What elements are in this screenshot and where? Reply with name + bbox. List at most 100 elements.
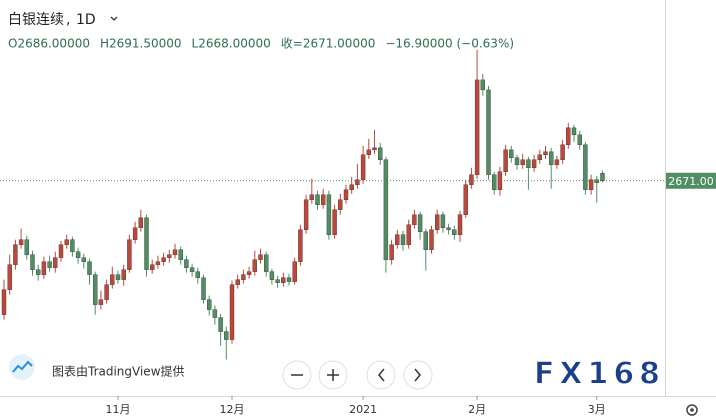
zoom-in-button[interactable] — [318, 360, 348, 390]
candle-body — [549, 151, 554, 165]
candle-body — [212, 309, 218, 318]
candle-body — [389, 244, 394, 260]
candle-body — [486, 89, 491, 175]
plot — [0, 49, 665, 360]
candle-body — [372, 147, 377, 151]
candle-body — [195, 271, 201, 278]
candle-body — [400, 234, 406, 245]
candle-body — [412, 214, 417, 225]
tradingview-badge[interactable] — [9, 354, 35, 380]
candle-body — [423, 231, 428, 250]
time-label: 11月 — [106, 403, 131, 416]
candle-body — [355, 179, 360, 185]
scroll-left-button[interactable] — [366, 360, 396, 390]
zoom-out-button[interactable] — [282, 360, 312, 390]
ohlc-value: L2668.00000 — [192, 37, 271, 51]
candle-body — [246, 271, 252, 275]
candle-body — [463, 184, 468, 215]
candle-body — [149, 264, 155, 270]
candle-body — [75, 251, 81, 258]
settings-gear[interactable] — [686, 404, 698, 416]
candle-body — [81, 257, 87, 262]
candle-body — [560, 144, 565, 160]
candle-body — [121, 269, 126, 280]
candle-body — [24, 239, 29, 255]
candle-body — [429, 229, 434, 250]
candle-body — [474, 79, 480, 175]
ohlc-value: O2686.00000 — [8, 37, 90, 51]
candle-body — [235, 279, 240, 285]
candle-body — [155, 261, 161, 265]
candle-body — [326, 194, 332, 235]
candle-body — [36, 269, 41, 275]
interval[interactable]: 1D — [76, 12, 96, 28]
candle-body — [497, 171, 503, 190]
candle-body — [201, 277, 206, 300]
scroll-right-button[interactable] — [403, 360, 433, 390]
candle-body — [395, 234, 400, 245]
candle-body — [571, 127, 577, 136]
candle-body — [252, 259, 258, 272]
candle-body — [70, 239, 75, 252]
candle-body — [30, 254, 35, 270]
candle-body — [298, 229, 303, 262]
candle-body — [566, 127, 571, 146]
candle-body — [18, 239, 24, 245]
candle-body — [98, 299, 104, 305]
time-label: 2021 — [349, 403, 377, 416]
candle-body — [1, 289, 7, 315]
candle-body — [269, 271, 275, 280]
candle-body — [132, 227, 138, 240]
candle-body — [366, 149, 371, 156]
candle-body — [526, 159, 531, 168]
candle-body — [554, 159, 560, 165]
candle-body — [218, 317, 223, 332]
candle-body — [383, 159, 389, 260]
candle-body — [172, 249, 178, 255]
candle-body — [315, 194, 320, 205]
candle-body — [349, 184, 354, 190]
candle-body — [229, 284, 235, 340]
candle-body — [115, 274, 121, 280]
candle-body — [503, 149, 508, 172]
candle-body — [7, 264, 12, 290]
candle-body — [435, 214, 440, 230]
last-price-label: 2671.00 — [668, 175, 714, 188]
candle-body — [417, 214, 423, 232]
candle-body — [577, 134, 582, 146]
candle-body — [161, 257, 166, 262]
ohlc-value: 收=2671.00000 — [281, 37, 376, 51]
candle-body — [509, 149, 514, 159]
candle-body — [275, 279, 280, 283]
candle-body — [338, 199, 343, 210]
candle-body — [87, 261, 92, 275]
candle-body — [452, 229, 457, 235]
candle-body — [92, 274, 98, 305]
last-price-tag — [666, 172, 716, 189]
symbol: 白银连续 — [8, 11, 64, 28]
candle-body — [531, 159, 537, 168]
candle-body — [520, 159, 525, 165]
candle-body — [178, 249, 183, 260]
candle-body — [360, 154, 366, 180]
tradingview-icon — [12, 360, 33, 373]
candle-body — [343, 189, 349, 200]
candle-body — [127, 239, 132, 270]
candle-body — [138, 217, 144, 228]
candle-body — [537, 154, 542, 160]
time-label: 2月 — [468, 403, 486, 416]
candle-body — [224, 331, 229, 340]
candle-body — [406, 224, 411, 245]
candle-body — [58, 244, 64, 258]
candle-body — [13, 244, 18, 265]
candle-body — [41, 261, 47, 275]
candle-body — [594, 179, 599, 183]
candle-body — [189, 267, 195, 272]
candle-body — [303, 199, 309, 230]
candle-body — [480, 79, 485, 91]
interval-chevron[interactable] — [110, 16, 118, 21]
candle-body — [457, 214, 463, 235]
ohlc-legend: O2686.00000 H2691.50000 L2668.00000 收=2671.… — [8, 37, 514, 51]
